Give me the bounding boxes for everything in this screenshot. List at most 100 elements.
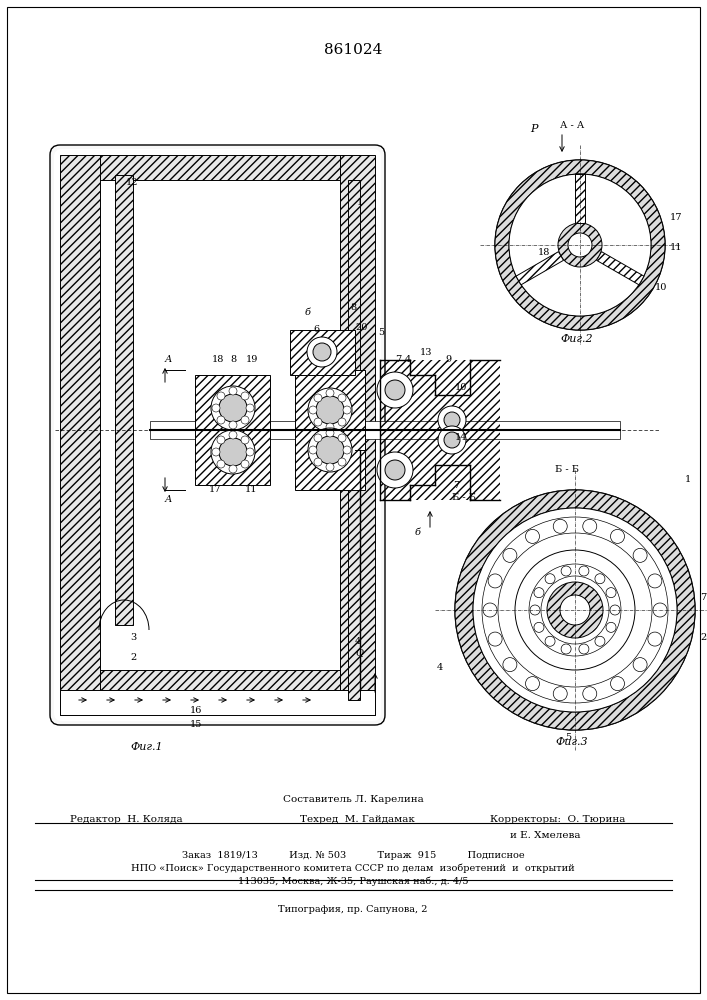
Text: 7: 7 — [453, 481, 460, 490]
Circle shape — [313, 343, 331, 361]
Circle shape — [547, 582, 603, 638]
Polygon shape — [597, 252, 644, 285]
Circle shape — [326, 423, 334, 431]
Circle shape — [309, 406, 317, 414]
FancyBboxPatch shape — [50, 145, 385, 725]
Bar — [340, 155, 375, 715]
Circle shape — [534, 622, 544, 632]
Circle shape — [229, 387, 237, 395]
Circle shape — [595, 636, 605, 646]
Bar — [60, 155, 100, 715]
Circle shape — [217, 436, 225, 444]
Circle shape — [326, 463, 334, 471]
Text: 13: 13 — [420, 348, 433, 357]
Circle shape — [316, 396, 344, 424]
Wedge shape — [455, 490, 695, 730]
Circle shape — [610, 605, 620, 615]
Text: 11: 11 — [670, 243, 682, 252]
Circle shape — [314, 394, 322, 402]
Text: 17: 17 — [209, 485, 221, 494]
Circle shape — [326, 389, 334, 397]
Bar — [60, 690, 375, 715]
Text: А: А — [165, 355, 173, 364]
Text: 16: 16 — [190, 706, 202, 715]
Circle shape — [595, 574, 605, 584]
Text: А: А — [165, 495, 173, 504]
Text: 5: 5 — [565, 733, 571, 742]
Circle shape — [534, 588, 544, 598]
Text: Заказ  1819/13          Изд. № 503          Тираж  915          Подписное: Заказ 1819/13 Изд. № 503 Тираж 915 Подпи… — [182, 850, 525, 859]
Bar — [290, 330, 355, 375]
Circle shape — [515, 550, 635, 670]
Text: 18: 18 — [212, 355, 224, 364]
Circle shape — [561, 566, 571, 576]
Text: 8: 8 — [350, 303, 356, 312]
Circle shape — [241, 392, 249, 400]
Circle shape — [633, 548, 647, 562]
Circle shape — [338, 394, 346, 402]
Text: 20: 20 — [355, 323, 368, 332]
Bar — [290, 330, 355, 375]
Circle shape — [385, 460, 405, 480]
Circle shape — [529, 564, 621, 656]
Circle shape — [219, 394, 247, 422]
Circle shape — [554, 687, 567, 701]
Circle shape — [212, 448, 220, 456]
Polygon shape — [575, 174, 585, 223]
Text: 17: 17 — [670, 213, 682, 222]
Circle shape — [241, 436, 249, 444]
Text: А - А: А - А — [560, 121, 584, 130]
Circle shape — [217, 392, 225, 400]
Circle shape — [314, 418, 322, 426]
Bar — [195, 375, 270, 485]
Circle shape — [482, 517, 668, 703]
Text: 2: 2 — [130, 653, 136, 662]
Wedge shape — [495, 160, 665, 330]
Circle shape — [385, 380, 405, 400]
Circle shape — [217, 460, 225, 468]
Circle shape — [568, 233, 592, 257]
Circle shape — [561, 644, 571, 654]
Circle shape — [545, 574, 555, 584]
Circle shape — [648, 632, 662, 646]
Circle shape — [606, 622, 616, 632]
Circle shape — [229, 421, 237, 429]
Bar — [100, 155, 340, 180]
Circle shape — [541, 576, 609, 644]
Circle shape — [217, 416, 225, 424]
Text: Редактор  Н. Коляда: Редактор Н. Коляда — [70, 816, 182, 824]
Text: 6: 6 — [313, 325, 319, 334]
Circle shape — [444, 432, 460, 448]
Text: 113035, Москва, Ж-35, Раушская наб., д. 4/5: 113035, Москва, Ж-35, Раушская наб., д. … — [238, 876, 468, 886]
Circle shape — [314, 434, 322, 442]
Circle shape — [343, 406, 351, 414]
Text: 15: 15 — [190, 720, 202, 729]
Circle shape — [377, 372, 413, 408]
Bar — [100, 670, 340, 690]
Circle shape — [307, 337, 337, 367]
Text: Q: Q — [355, 648, 363, 657]
Text: 7: 7 — [395, 355, 402, 364]
Circle shape — [583, 687, 597, 701]
Circle shape — [488, 574, 502, 588]
Circle shape — [211, 430, 255, 474]
Circle shape — [229, 431, 237, 439]
Text: Техред  М. Гайдамак: Техред М. Гайдамак — [300, 816, 415, 824]
Text: 9: 9 — [445, 355, 451, 364]
Text: Корректоры:  О. Тюрина: Корректоры: О. Тюрина — [490, 816, 626, 824]
Circle shape — [560, 595, 590, 625]
Circle shape — [583, 519, 597, 533]
Circle shape — [554, 519, 567, 533]
Circle shape — [229, 465, 237, 473]
Circle shape — [606, 588, 616, 598]
Text: Составитель Л. Карелина: Составитель Л. Карелина — [283, 796, 423, 804]
Text: Б - Б: Б - Б — [452, 493, 476, 502]
Circle shape — [579, 644, 589, 654]
Circle shape — [219, 438, 247, 466]
Circle shape — [545, 636, 555, 646]
Text: Фиг.3: Фиг.3 — [555, 737, 588, 747]
Circle shape — [438, 406, 466, 434]
Text: 861024: 861024 — [324, 43, 382, 57]
Text: 12: 12 — [126, 178, 139, 187]
Circle shape — [633, 658, 647, 672]
